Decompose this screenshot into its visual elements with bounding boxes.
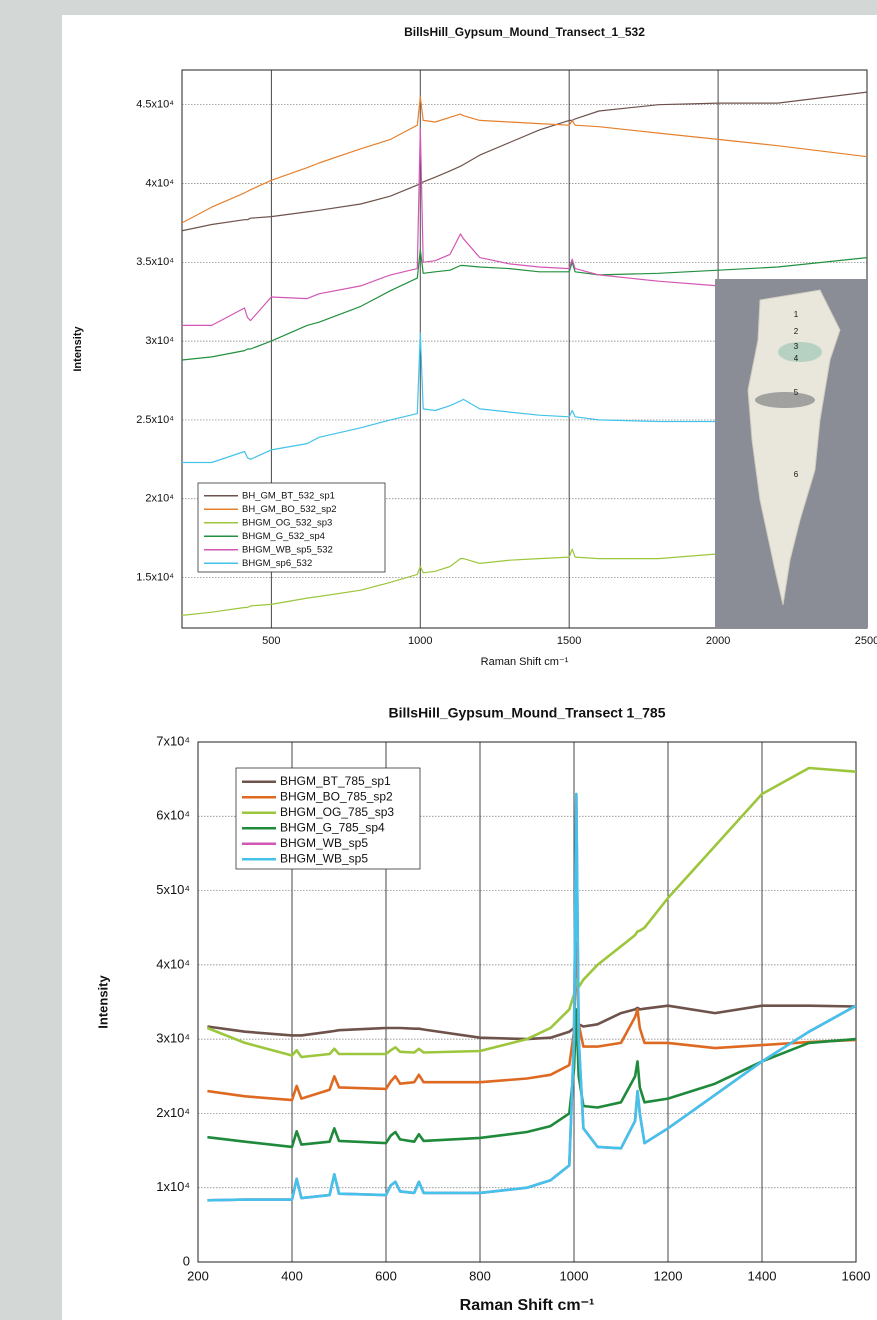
y-tick-label: 4x10⁴ [145,177,174,189]
legend-label: BHGM_WB_sp5_532 [242,544,333,555]
x-tick-label: 2500 [855,635,877,647]
x-axis-label: Raman Shift cm⁻¹ [481,656,569,668]
legend-label: BHGM_WB_sp5 [280,836,368,850]
legend-label: BHGM_OG_532_sp3 [242,517,332,528]
y-tick-label: 3x10⁴ [156,1031,190,1046]
photo-label: 3 [794,342,799,351]
y-tick-label: 4.5x10⁴ [136,99,174,111]
y-tick-label: 1.5x10⁴ [136,571,174,583]
legend-label: BH_GM_BO_532_sp2 [242,504,337,515]
photo-label: 6 [794,470,799,479]
page-canvas: BillsHill_Gypsum_Mound_Transect_1_532 1.5… [0,0,877,1320]
x-tick-label: 500 [262,635,280,647]
legend-label: BHGM_BO_785_sp2 [280,789,393,803]
y-tick-label: 5x10⁴ [156,882,190,897]
x-tick-label: 1600 [842,1268,871,1283]
x-tick-label: 800 [469,1268,491,1283]
y-tick-label: 2x10⁴ [156,1105,190,1120]
x-tick-label: 1000 [560,1268,589,1283]
legend-label: BHGM_G_785_sp4 [280,820,385,834]
photo-label: 2 [794,327,799,336]
x-tick-label: 2000 [706,635,730,647]
photo-label: 4 [794,354,799,363]
y-tick-label: 2.5x10⁴ [136,414,174,426]
photo-label: 5 [794,388,799,397]
photo-stain [778,342,822,362]
legend-label: BH_GM_BT_532_sp1 [242,490,335,501]
photo-shadow [755,392,815,408]
x-tick-label: 200 [187,1268,209,1283]
y-tick-label: 3.5x10⁴ [136,256,174,268]
y-tick-label: 4x10⁴ [156,956,190,971]
x-tick-label: 1400 [748,1268,777,1283]
x-tick-label: 1500 [557,635,581,647]
y-tick-label: 0 [183,1253,190,1268]
legend-label: BHGM_sp6_532 [242,558,312,569]
page-panel [62,15,877,1320]
legend-label: BHGM_OG_785_sp3 [280,805,394,819]
y-tick-label: 6x10⁴ [156,808,190,823]
legend-label: BHGM_G_532_sp4 [242,531,325,542]
x-axis-label: Raman Shift cm⁻¹ [460,1297,595,1314]
y-axis-label: Intensity [72,326,84,372]
legend-label: BHGM_BT_785_sp1 [280,774,391,788]
y-tick-label: 1x10⁴ [156,1179,190,1194]
y-tick-label: 2x10⁴ [145,493,174,505]
page: {"chart_data": [ {"type": "line", "title… [0,0,877,1320]
x-tick-label: 600 [375,1268,397,1283]
y-axis-label: Intensity [95,975,110,1029]
x-tick-label: 400 [281,1268,303,1283]
photo-label: 1 [794,310,799,319]
chart-title: BillsHill_Gypsum_Mound_Transect_1_532 [404,25,645,39]
y-tick-label: 3x10⁴ [145,335,174,347]
x-tick-label: 1200 [654,1268,683,1283]
chart-title: BillsHill_Gypsum_Mound_Transect 1_785 [389,705,666,721]
y-tick-label: 7x10⁴ [156,733,190,748]
x-tick-label: 1000 [408,635,432,647]
legend-label: BHGM_WB_sp5 [280,851,368,865]
